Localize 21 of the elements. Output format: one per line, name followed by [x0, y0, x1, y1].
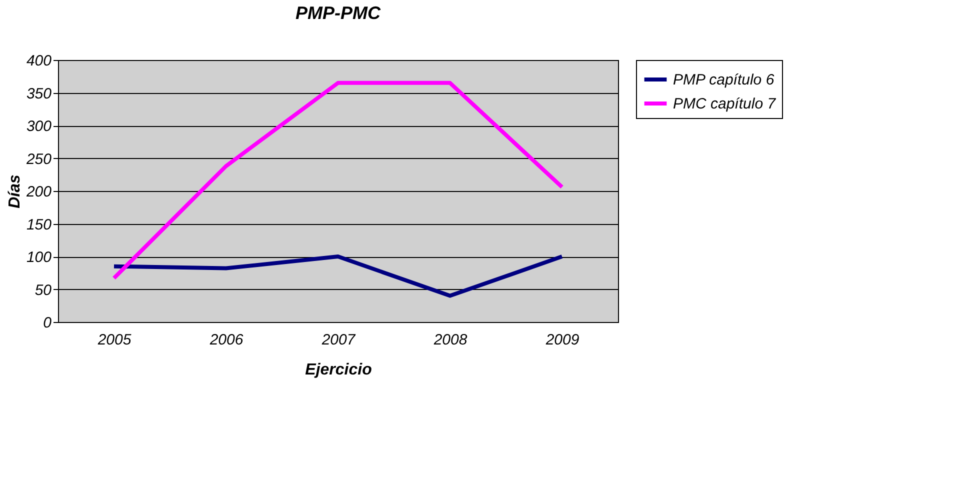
y-tick-label: 50	[34, 282, 52, 299]
y-tick-label: 350	[26, 85, 52, 102]
y-tick-label: 250	[25, 150, 52, 168]
y-tick-label: 400	[26, 52, 52, 70]
legend-label: PMC capítulo 7	[673, 96, 776, 112]
y-tick-label: 200	[25, 184, 52, 200]
chart-title: PMP-PMC	[296, 3, 382, 23]
y-tick-label: 150	[26, 216, 52, 234]
x-tick-label: 2005	[96, 332, 132, 348]
x-axis-title: Ejercicio	[305, 362, 372, 378]
line-series	[112, 80, 564, 280]
y-tick-label: 300	[26, 118, 52, 135]
legend-label: PMP capítulo 6	[673, 72, 775, 88]
y-tick-label: 0	[43, 314, 52, 332]
line-series	[112, 254, 564, 298]
y-axis-title: Días	[6, 174, 24, 208]
x-tick-label: 2007	[320, 332, 356, 348]
x-tick-label: 2006	[208, 332, 244, 348]
x-tick-label: 2009	[544, 332, 580, 348]
y-tick-label: 100	[26, 249, 52, 266]
x-tick-label: 2008	[432, 332, 468, 348]
